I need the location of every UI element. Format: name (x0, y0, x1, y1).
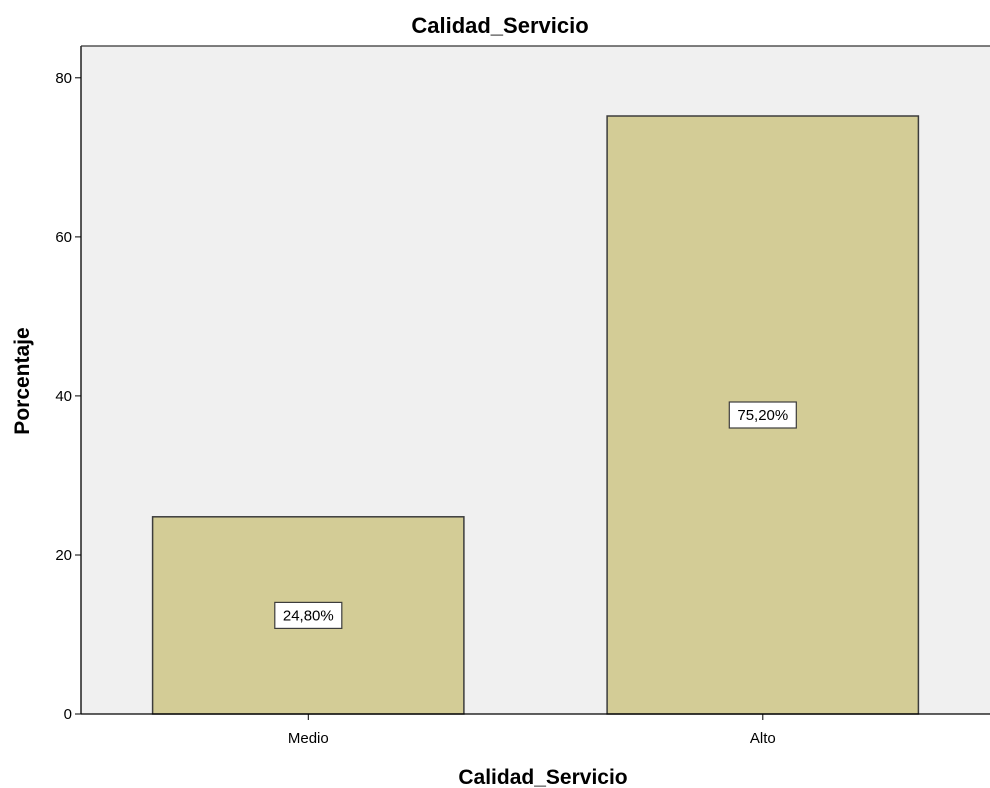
x-ticks-layer: Medio Alto (288, 714, 776, 747)
y-tick-label: 40 (55, 388, 72, 405)
y-tick-label: 60 (55, 229, 72, 246)
chart-title: Calidad_Servicio (411, 13, 588, 38)
y-tick-label: 20 (55, 547, 72, 564)
data-labels-layer: 24,80% 75,20% (274, 401, 797, 630)
data-label: 75,20% (737, 407, 788, 424)
data-label: 24,80% (283, 607, 334, 624)
x-axis-title: Calidad_Servicio (458, 766, 627, 788)
y-tick-label: 80 (55, 70, 72, 87)
y-ticks-layer: 0 20 40 60 80 (55, 70, 81, 723)
y-tick-label: 0 (64, 706, 72, 723)
x-tick-label: Medio (288, 730, 329, 747)
data-label-box (728, 401, 797, 429)
data-label-box (274, 601, 343, 630)
x-tick-label: Alto (750, 730, 776, 747)
y-axis-title: Porcentaje (11, 327, 34, 434)
